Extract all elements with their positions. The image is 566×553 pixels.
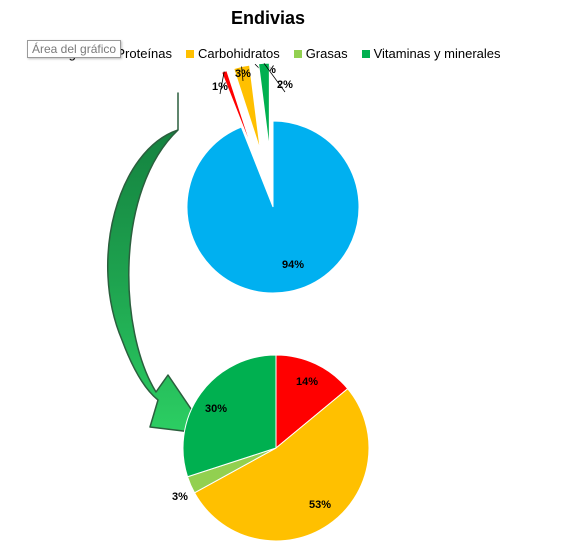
legend-swatch-carbohidratos — [186, 49, 195, 58]
pie2-label-carbohidratos: 53% — [309, 499, 331, 511]
legend-swatch-grasas — [293, 49, 302, 58]
pie1-leader-proteinas — [219, 71, 225, 95]
chart-area-tooltip: Área del gráfico — [27, 40, 122, 58]
chart-legend: Agua Proteínas Carbohidratos Grasas Vita… — [48, 46, 501, 61]
legend-item-carbohidratos: Carbohidratos — [186, 46, 280, 61]
pie1-slice-vitaminas-y-minerales[interactable] — [258, 62, 270, 150]
pie1-label-agua: 94% — [282, 259, 304, 271]
legend-label-proteinas: Proteínas — [116, 46, 173, 61]
pie1-leader-carbohidratos — [241, 66, 244, 82]
legend-swatch-vitaminas — [361, 49, 370, 58]
pie2-label-proteinas: 14% — [296, 376, 318, 388]
pie-chart-dry-composition[interactable]: 14% 53% 3% 30% — [172, 354, 370, 542]
legend-label-grasas: Grasas — [305, 46, 348, 61]
pie1-leader-vitaminas-y-minerales — [263, 63, 286, 93]
legend-item-vitaminas: Vitaminas y minerales — [361, 46, 501, 61]
pie2-slice-vitaminas-y-minerales[interactable] — [182, 354, 277, 478]
curved-arrow — [106, 92, 209, 435]
pie1-label-proteinas: 1% — [212, 81, 228, 93]
chart-title: Endivias — [230, 8, 306, 28]
pie1-slice-carbohidratos[interactable] — [233, 64, 261, 151]
pie1-slice-agua[interactable] — [186, 120, 360, 294]
pie2-slice-proteinas[interactable] — [275, 354, 349, 450]
pie2-label-grasas: 3% — [172, 491, 188, 503]
pie2-slice-carbohidratos[interactable] — [193, 388, 370, 542]
legend-label-vitaminas: Vitaminas y minerales — [373, 46, 501, 61]
pie1-label-carbohidratos: 3% — [235, 68, 251, 80]
legend-item-grasas: Grasas — [293, 46, 348, 61]
pie-chart-full-composition[interactable]: 94%1%3%0%2% — [186, 62, 360, 294]
legend-label-carbohidratos: Carbohidratos — [198, 46, 280, 61]
pie1-label-vitaminas-y-minerales: 2% — [277, 79, 293, 91]
pie2-label-vitaminas-y-minerales: 30% — [205, 403, 227, 415]
